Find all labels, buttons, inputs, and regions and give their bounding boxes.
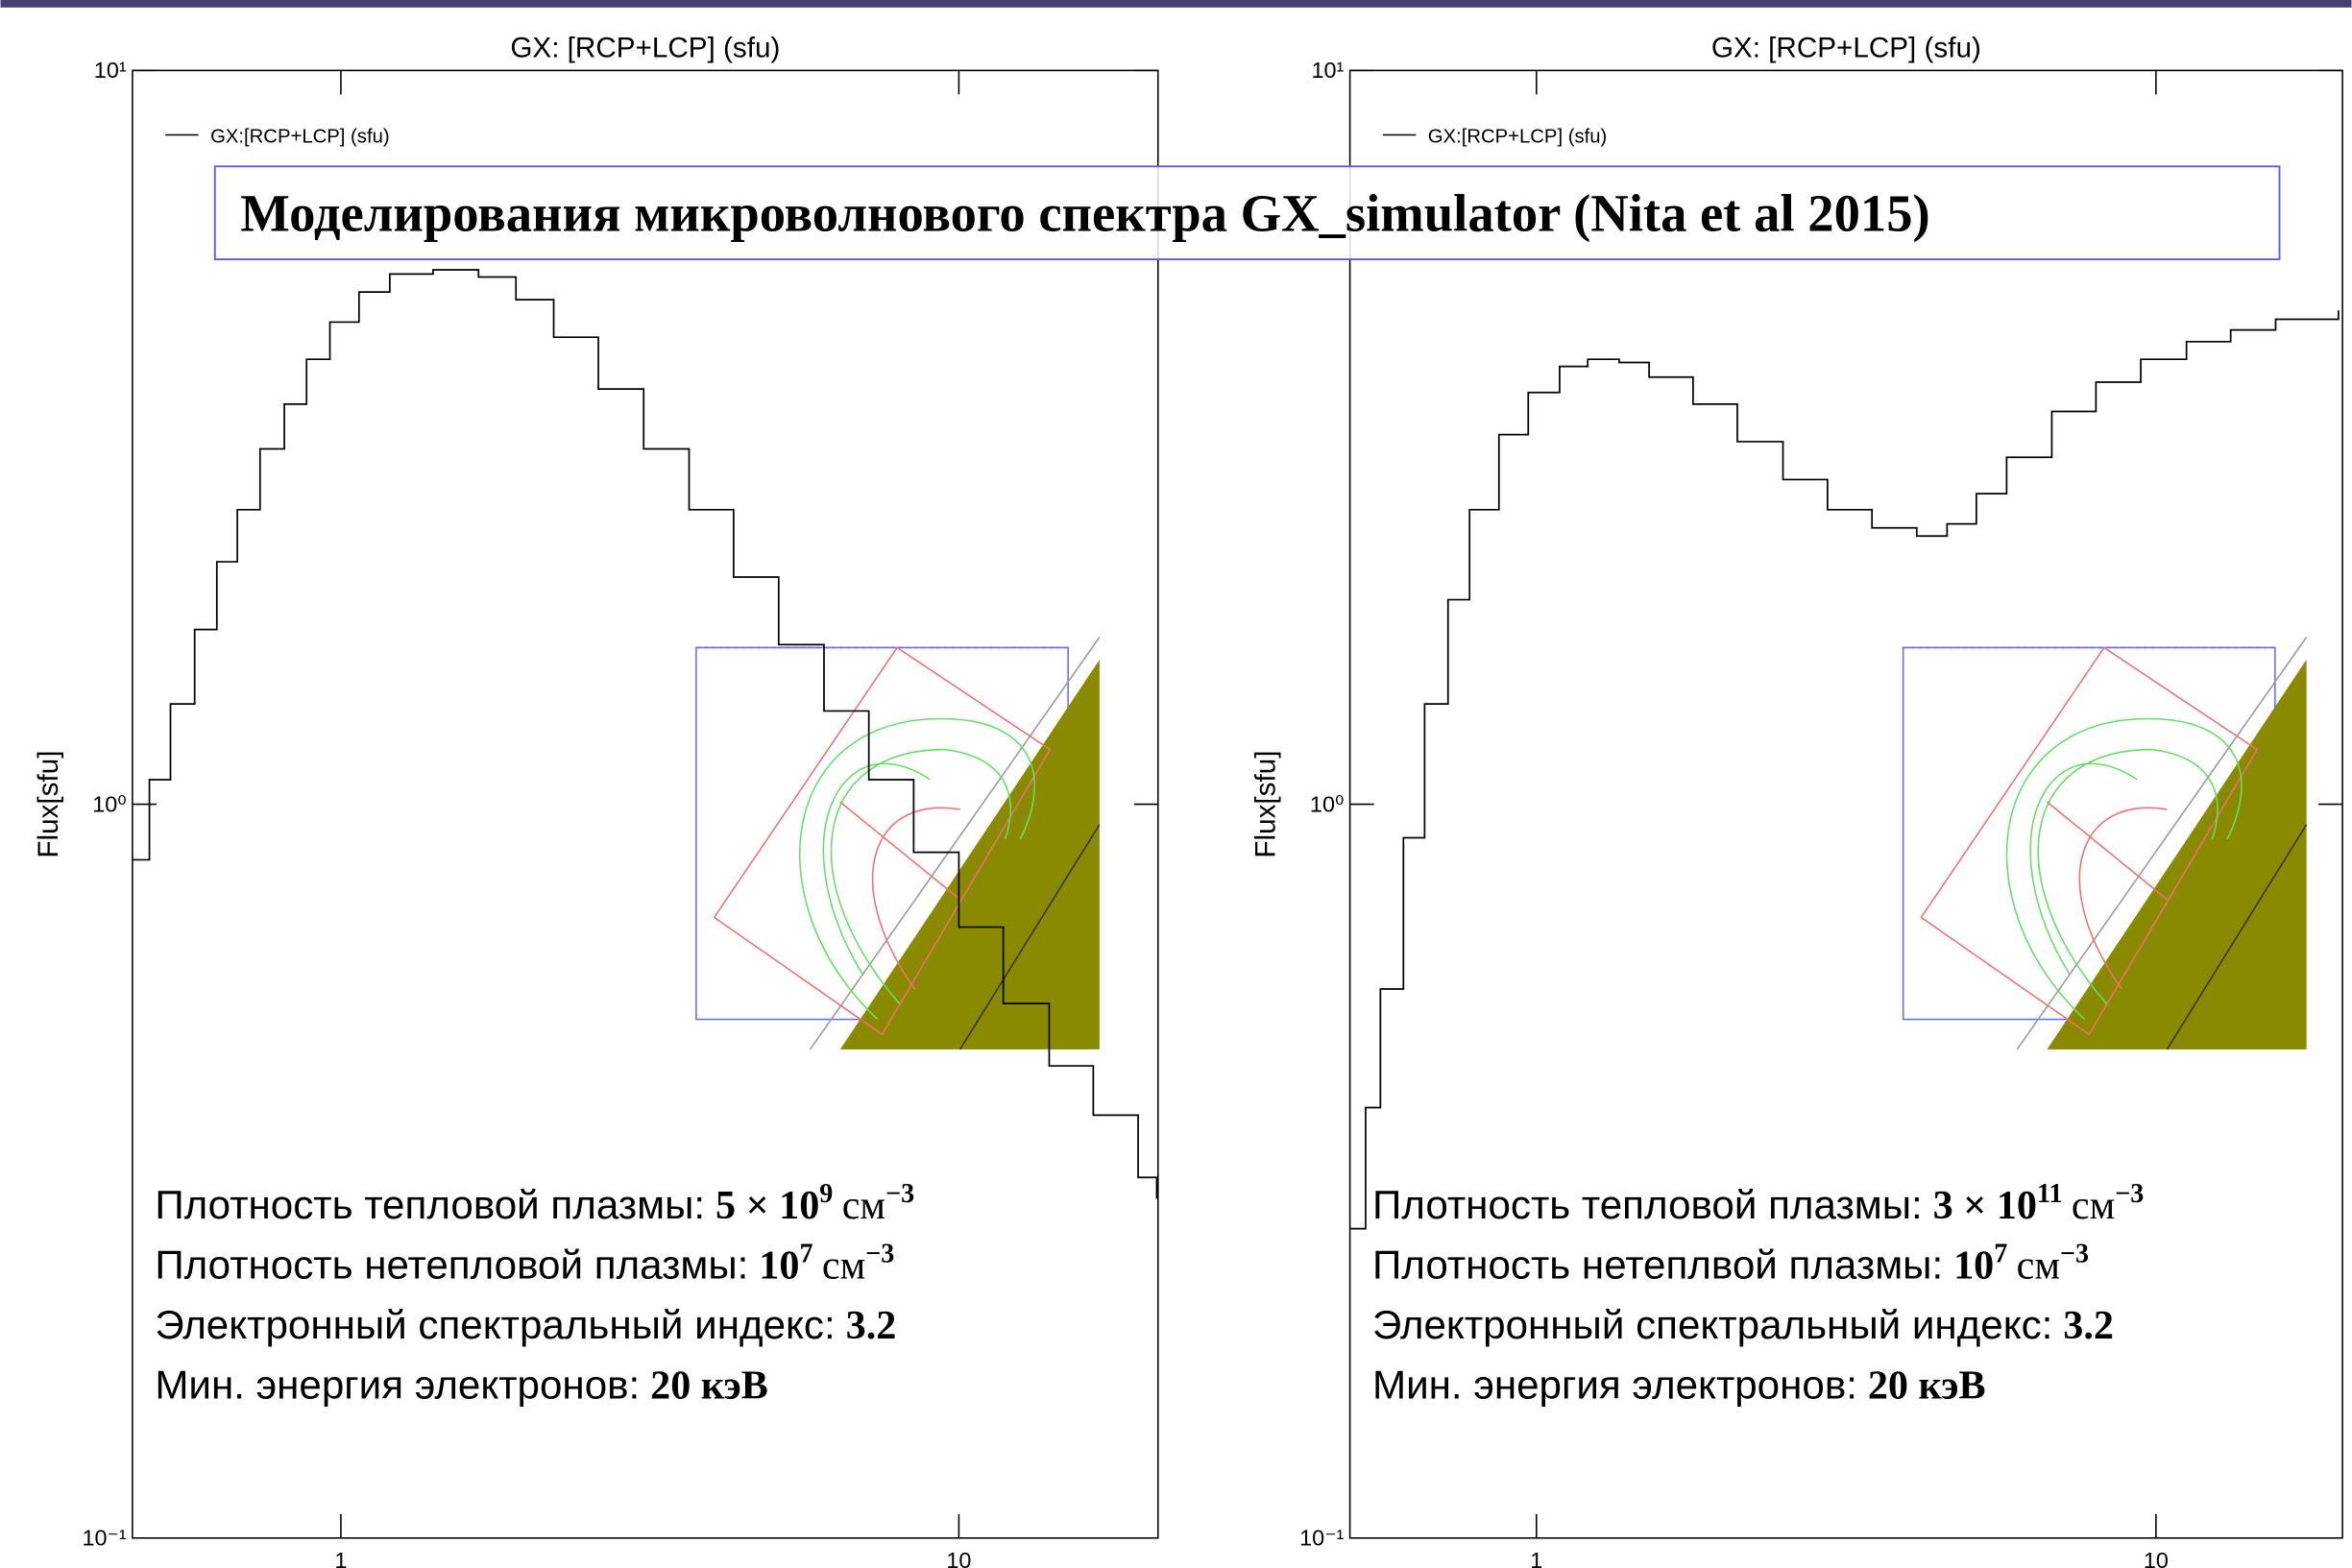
legend-label: GX:[RCP+LCP] (sfu): [1428, 126, 1608, 147]
annotation-value-exp: 7: [1994, 1240, 2007, 1269]
annotation-unit: см: [842, 1183, 885, 1228]
y-tick-label: 10⁻¹: [82, 1526, 126, 1551]
annotation-value: 10: [1953, 1243, 1994, 1289]
annotation-unit-exp: −3: [2060, 1240, 2089, 1269]
annotation-label: Электронный спектральный индекс:: [1372, 1302, 2052, 1347]
annotation-label: Мин. энергия электронов:: [155, 1363, 640, 1408]
annotation-value-exp: 7: [799, 1240, 812, 1269]
annotation-value: 3 × 10: [1933, 1183, 2037, 1228]
annotation-value: 5 × 10: [715, 1183, 819, 1228]
annotation-unit-exp: −3: [2115, 1179, 2144, 1209]
annotation-unit: см: [822, 1243, 865, 1289]
chart: GX: [RCP+LCP] (sfu) Flux[sfu] 10⁻¹ 10⁰ 10¹ 1 1…: [33, 32, 1158, 1568]
annotation: Электронный спектральный индекс:3.2: [1372, 1302, 2114, 1348]
y-tick-label: 10¹: [94, 58, 127, 83]
y-axis-title: Flux[sfu]: [1250, 751, 1282, 858]
page: {"banner": "Моделирования микроволнового…: [0, 0, 2352, 1568]
annotation-value: 20 кэВ: [650, 1363, 768, 1409]
annotation-unit: см: [2017, 1243, 2060, 1289]
annotation-label: Электронный спектральный индекс:: [155, 1302, 835, 1347]
annotation-label: Плотность тепловой плазмы:: [1372, 1182, 1923, 1227]
top-bar: [1, 0, 2352, 8]
annotation-value: 3.2: [846, 1303, 897, 1348]
y-tick-label: 10⁰: [92, 791, 126, 816]
legend-label: GX:[RCP+LCP] (sfu): [210, 126, 390, 147]
annotation-label: Мин. энергия электронов:: [1372, 1363, 1857, 1408]
y-tick-label: 10¹: [1312, 58, 1345, 83]
x-tick-label: 1: [334, 1548, 347, 1568]
x-tick-label: 10: [946, 1548, 971, 1568]
annotation-label: Плотность тепловой плазмы:: [155, 1182, 705, 1227]
series-line: [133, 270, 1157, 1198]
y-axis-title: Flux[sfu]: [33, 751, 64, 858]
chart-title: GX: [RCP+LCP] (sfu): [1711, 32, 1981, 63]
annotation: Мин. энергия электронов:20 кэВ: [155, 1363, 768, 1409]
annotation-label: Плотность нетепловой плазмы:: [155, 1242, 748, 1288]
annotation-value: 3.2: [2063, 1303, 2114, 1348]
banner-text: Моделирования микроволнового спектра GX_…: [240, 183, 1929, 242]
annotation: Электронный спектральный индекс:3.2: [155, 1302, 896, 1348]
slide: GX: [RCP+LCP] (sfu)Flux[sfu]10⁻¹10⁰10¹11…: [0, 0, 2352, 1568]
x-tick-label: 1: [1530, 1548, 1542, 1568]
annotation-unit-exp: −3: [885, 1179, 914, 1209]
annotation: Плотность нетепловой плазмы:107 см−3: [155, 1240, 894, 1289]
annotation-unit: см: [2072, 1183, 2115, 1228]
annotation: Плотность тепловой плазмы:3 × 1011 см−3: [1372, 1179, 2144, 1228]
annotation: Мин. энергия электронов:20 кэВ: [1372, 1363, 1986, 1409]
y-tick-label: 10⁻¹: [1299, 1526, 1344, 1551]
y-tick-label: 10⁰: [1310, 791, 1344, 816]
annotation-value-exp: 11: [2037, 1179, 2063, 1209]
annotation-unit-exp: −3: [865, 1240, 894, 1269]
loop-diagram: [1903, 638, 2307, 1049]
banner: Моделирования микроволнового спектра GX_…: [215, 166, 2280, 259]
annotation-value: 10: [759, 1243, 799, 1289]
loop-diagram: [696, 638, 1100, 1049]
chart-title: GX: [RCP+LCP] (sfu): [510, 32, 780, 63]
x-tick-label: 10: [2144, 1548, 2169, 1568]
annotation-value-exp: 9: [819, 1179, 833, 1209]
annotation-label: Плотность нетеплвой плазмы:: [1372, 1242, 1943, 1288]
annotation-value: 20 кэВ: [1868, 1363, 1986, 1409]
annotation: Плотность тепловой плазмы:5 × 109 см−3: [155, 1179, 914, 1228]
annotation: Плотность нетеплвой плазмы:107 см−3: [1372, 1240, 2089, 1289]
series-line: [1350, 310, 2339, 1228]
